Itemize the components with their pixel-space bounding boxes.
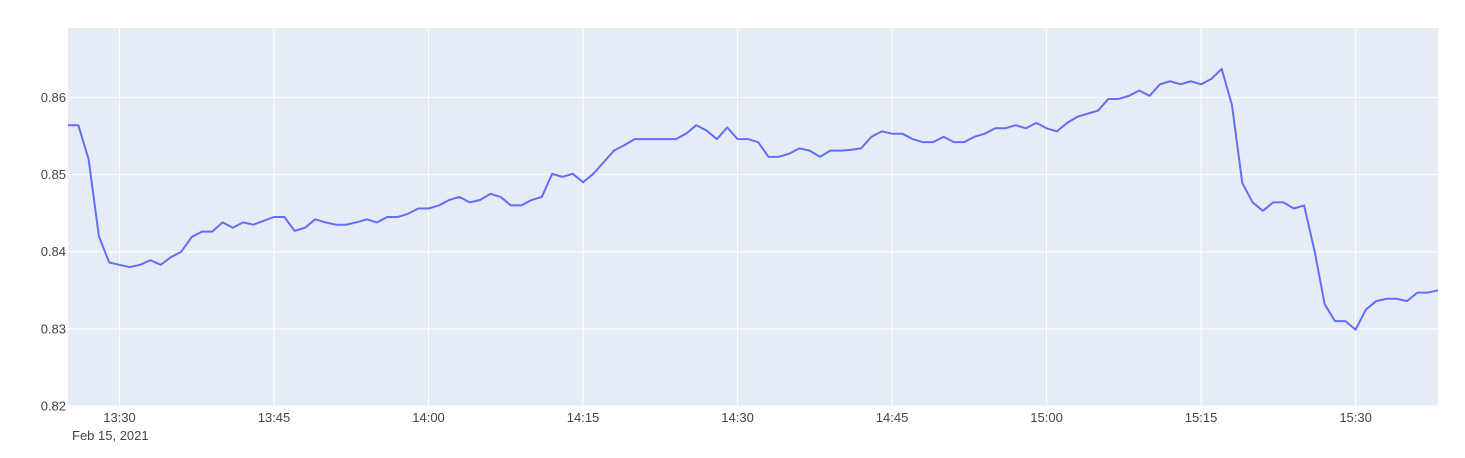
x-tick-label: 14:15	[567, 410, 600, 425]
plot-background	[68, 28, 1438, 406]
x-tick-label: 15:15	[1185, 410, 1218, 425]
x-axis-tick-labels: 13:30 13:45 14:00 14:15 14:30 14:45 15:00 15:15…	[103, 410, 1372, 425]
y-axis-tick-labels: 0.82 0.83 0.84 0.85 0.86	[41, 90, 66, 414]
y-tick-label: 0.84	[41, 244, 66, 259]
y-tick-label: 0.85	[41, 167, 66, 182]
y-tick-label: 0.82	[41, 399, 66, 414]
x-tick-label: 14:30	[721, 410, 754, 425]
x-tick-label: 14:45	[876, 410, 909, 425]
x-axis-date-label: Feb 15, 2021	[72, 428, 149, 443]
x-tick-label: 14:00	[412, 410, 445, 425]
x-tick-label: 13:30	[103, 410, 136, 425]
y-tick-label: 0.83	[41, 321, 66, 336]
series-layer	[68, 67, 1439, 331]
y-tick-label: 0.86	[41, 90, 66, 105]
x-tick-label: 15:30	[1339, 410, 1372, 425]
grid-lines	[68, 28, 1438, 407]
series-line	[68, 67, 1439, 331]
x-tick-label: 13:45	[258, 410, 291, 425]
x-tick-label: 15:00	[1030, 410, 1063, 425]
